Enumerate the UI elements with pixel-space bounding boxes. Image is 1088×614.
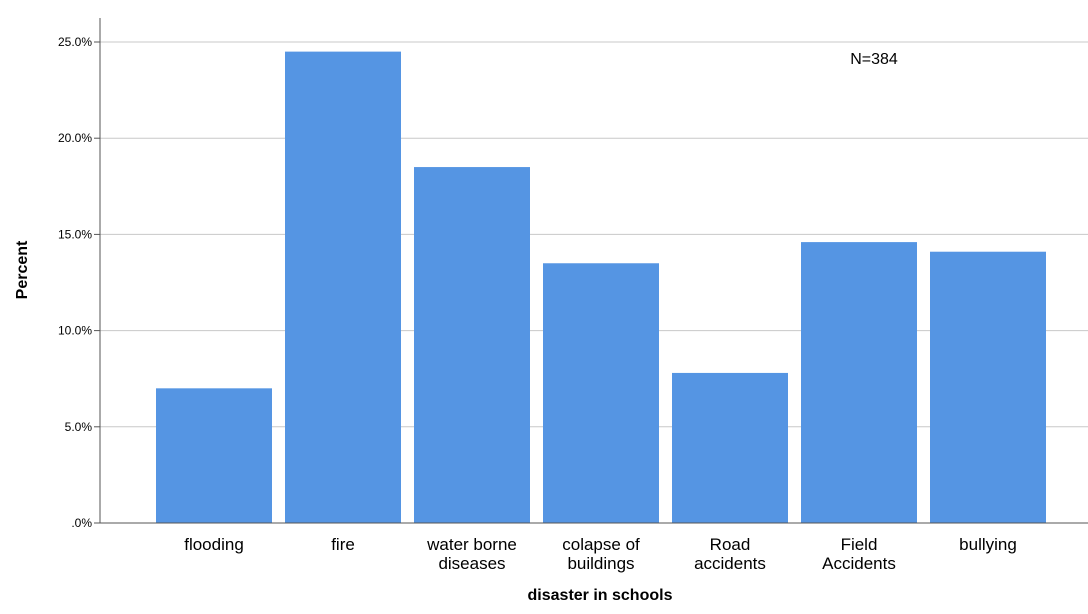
x-axis-label: disaster in schools xyxy=(528,587,673,604)
x-tick-label-line: bullying xyxy=(959,535,1017,554)
y-tick-label: 25.0% xyxy=(58,35,92,49)
x-tick-label-line: Road xyxy=(710,535,751,554)
x-tick-label: Field Accidents xyxy=(822,535,896,573)
y-tick-labels: .0% 5.0% 10.0% 15.0% 20.0% 25.0% xyxy=(58,35,92,530)
x-tick-label-line: buildings xyxy=(567,554,634,573)
bar-2 xyxy=(414,167,530,523)
bars xyxy=(156,51,1046,524)
bar-6 xyxy=(930,251,1046,523)
x-tick-labels: flooding fire water borne diseases colapse o… xyxy=(184,535,1017,573)
y-tick-label: 20.0% xyxy=(58,131,92,145)
x-tick-label-line: Accidents xyxy=(822,554,896,573)
x-tick-label-line: colapse of xyxy=(562,535,640,554)
x-tick-label: Road accidents xyxy=(694,535,766,573)
y-tick-label: 15.0% xyxy=(58,227,92,241)
y-tick-label: 10.0% xyxy=(58,324,92,338)
x-tick-label: colapse of buildings xyxy=(562,535,640,573)
x-tick-label: fire xyxy=(331,535,355,554)
bar-1 xyxy=(285,51,401,524)
bar-3 xyxy=(543,263,659,523)
bar-0 xyxy=(156,388,272,523)
x-tick-label-line: diseases xyxy=(438,554,505,573)
x-tick-label-line: water borne xyxy=(426,535,517,554)
x-tick-label-line: Field xyxy=(841,535,878,554)
x-tick-label-line: flooding xyxy=(184,535,244,554)
bar-5 xyxy=(801,242,917,523)
x-tick-label: water borne diseases xyxy=(426,535,517,573)
axes xyxy=(99,18,1088,524)
y-tick-label: .0% xyxy=(71,516,92,530)
bar-4 xyxy=(672,372,788,523)
x-tick-label-line: accidents xyxy=(694,554,766,573)
x-tick-label: flooding xyxy=(184,535,244,554)
x-tick-label-line: fire xyxy=(331,535,355,554)
y-tick-label: 5.0% xyxy=(65,420,93,434)
y-axis-label: Percent xyxy=(14,240,31,299)
sample-size-annotation: N=384 xyxy=(850,51,898,68)
x-tick-label: bullying xyxy=(959,535,1017,554)
